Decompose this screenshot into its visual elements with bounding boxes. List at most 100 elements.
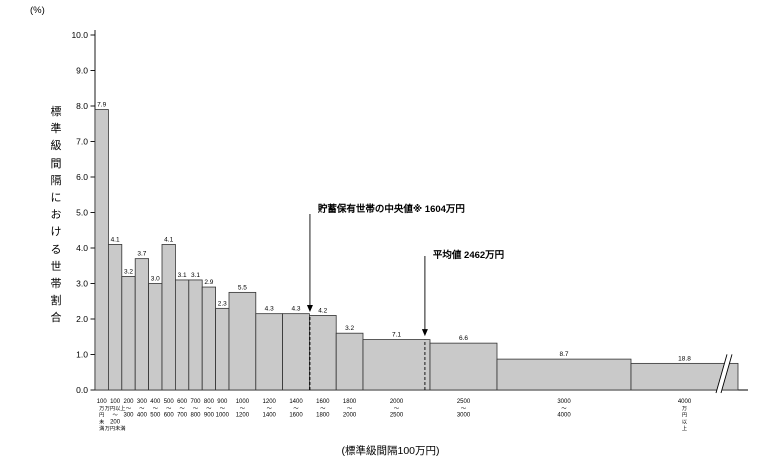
y-tick-label: 3.0 [76, 279, 88, 289]
median-annotation: 貯蓄保有世帯の中央値※ 1604万円 [317, 204, 465, 215]
x-tick-label: 400 [150, 399, 161, 405]
x-tick-label: 未 [99, 417, 104, 425]
x-tick-label: 〜 [206, 406, 211, 412]
axis-break-line [715, 354, 728, 394]
axis-break-line [720, 354, 733, 394]
mean-annotation: 平均値 2462万円 [432, 250, 505, 261]
x-tick-label: 1000 [216, 413, 230, 419]
x-tick-label: 〜 [166, 406, 171, 412]
bar-value-label: 3.2 [345, 325, 354, 332]
x-tick-label: 800 [190, 413, 201, 419]
y-tick-label: 8.0 [76, 101, 88, 111]
bar-value-label: 3.2 [124, 268, 133, 275]
x-tick-label: 1400 [289, 399, 303, 405]
bar-value-label: 5.5 [238, 284, 247, 291]
bar [174, 279, 190, 391]
bar-value-label: 4.3 [265, 306, 274, 313]
mean-arrowhead [421, 329, 428, 337]
bar [201, 286, 216, 391]
x-tick-label: 万 [682, 405, 687, 412]
bar-value-label: 4.3 [291, 306, 300, 313]
x-tick-label: 3000 [557, 399, 571, 405]
bar [148, 283, 163, 391]
x-tick-label: 1800 [343, 399, 357, 405]
x-tick-label: 1600 [289, 413, 303, 419]
bar [121, 275, 136, 391]
x-tick-label: 400 [137, 413, 148, 419]
x-tick-label: 1600 [316, 399, 330, 405]
x-tick-label: 〜 [394, 406, 399, 412]
x-axis-caption: (標準級間隔100万円) [341, 445, 440, 457]
x-tick-label: 1200 [263, 399, 277, 405]
y-tick-label: 1.0 [76, 350, 88, 360]
median-arrowhead [306, 304, 313, 312]
bar-value-label: 6.6 [459, 335, 468, 342]
bar-value-label: 3.0 [151, 276, 160, 283]
bar [188, 279, 203, 391]
x-tick-label: 〜 [561, 406, 566, 412]
x-tick-label: 2500 [457, 399, 471, 405]
axis-break-mask [716, 354, 732, 393]
x-tick-label: 〜 [320, 406, 325, 412]
x-tick-label: 〜 [179, 406, 184, 412]
x-tick-label: 〜 [112, 413, 117, 419]
y-tick-label: 10.0 [71, 30, 88, 40]
x-tick-label: 〜 [267, 406, 272, 412]
x-tick-label: 円 [99, 412, 104, 419]
y-tick-label: 5.0 [76, 208, 88, 218]
bar-value-label: 7.9 [97, 102, 106, 109]
x-tick-label: 1800 [316, 413, 330, 419]
x-tick-label: 以 [682, 419, 687, 425]
x-tick-label: 2000 [390, 399, 404, 405]
x-tick-label: 〜 [139, 406, 144, 412]
x-tick-label: 700 [190, 399, 201, 405]
x-tick-label: 600 [177, 399, 188, 405]
x-tick-label: 〜 [293, 406, 298, 412]
bar [108, 244, 123, 391]
x-tick-label: 800 [204, 399, 215, 405]
x-tick-label: 100 [110, 399, 121, 405]
bar-value-label: 3.1 [178, 272, 187, 279]
bar [429, 342, 498, 391]
x-tick-label: 300 [137, 399, 148, 405]
y-axis-title: 標準級間隔における世帯割合 [50, 106, 62, 325]
y-tick-label: 2.0 [76, 314, 88, 324]
x-tick-label: 〜 [153, 406, 158, 412]
x-tick-label: 上 [682, 424, 687, 432]
bar [215, 307, 230, 391]
y-tick-label: 4.0 [76, 243, 88, 253]
bar [255, 313, 284, 391]
bar-value-label: 4.1 [164, 236, 173, 243]
x-tick-label: 満 [99, 425, 104, 432]
x-tick-label: 900 [217, 399, 228, 405]
x-tick-label: 500 [150, 413, 161, 419]
y-tick-label: 6.0 [76, 172, 88, 182]
y-axis-unit-label: (%) [30, 5, 45, 16]
bar-value-label: 4.1 [111, 236, 120, 243]
bar-value-label: 2.9 [204, 279, 213, 286]
bar [161, 244, 176, 391]
x-tick-label: 万 [99, 405, 104, 412]
bar-value-label: 4.2 [318, 307, 327, 314]
bar [496, 358, 632, 391]
bar [362, 339, 431, 391]
bar [308, 315, 337, 391]
y-tick-label: 7.0 [76, 137, 88, 147]
x-tick-label: 〜 [220, 406, 225, 412]
bar-value-label: 3.7 [137, 251, 146, 258]
x-tick-label: 300 [123, 413, 134, 419]
x-tick-label: 1400 [263, 413, 277, 419]
y-tick-label: 9.0 [76, 66, 88, 76]
x-tick-label: 1200 [236, 413, 250, 419]
x-tick-label: 〜 [126, 406, 131, 412]
x-tick-label: 2000 [343, 413, 357, 419]
x-tick-label: 万円以上 [105, 404, 126, 412]
bar [134, 258, 149, 391]
x-tick-label: 〜 [240, 406, 245, 412]
x-tick-label: 〜 [461, 406, 466, 412]
bar [282, 313, 310, 391]
bar [228, 291, 257, 391]
x-tick-label: 100 [97, 399, 108, 405]
